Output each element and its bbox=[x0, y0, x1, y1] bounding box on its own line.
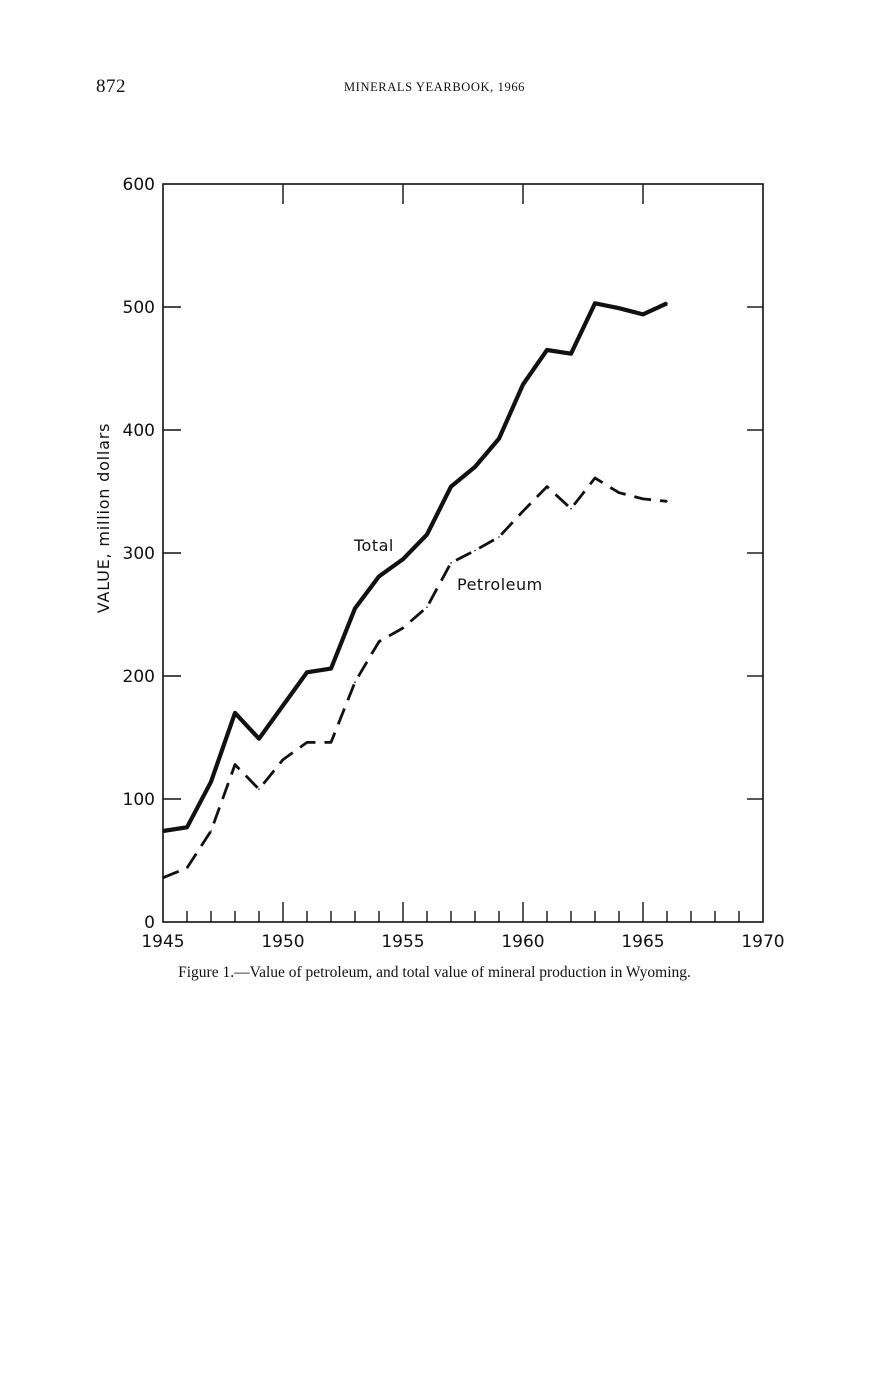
data-point-petroleum bbox=[498, 536, 500, 538]
data-point-petroleum bbox=[450, 562, 452, 564]
series-line-total bbox=[162, 301, 668, 834]
data-point-total bbox=[666, 302, 668, 305]
series-label-petroleum: Petroleum bbox=[457, 575, 543, 594]
data-point-petroleum bbox=[642, 498, 644, 500]
data-point-petroleum bbox=[594, 477, 596, 479]
data-point-total bbox=[282, 704, 284, 707]
data-point-total bbox=[474, 466, 476, 468]
data-point-petroleum bbox=[162, 876, 164, 879]
data-point-total bbox=[210, 780, 212, 783]
data-point-total bbox=[186, 826, 188, 829]
figure-caption: Figure 1.—Value of petroleum, and total … bbox=[178, 964, 691, 981]
data-point-petroleum bbox=[330, 741, 332, 744]
data-point-petroleum bbox=[378, 640, 380, 643]
running-head: MINERALS YEARBOOK, 1966 bbox=[343, 80, 526, 94]
data-point-petroleum bbox=[426, 606, 428, 608]
y-tick-label: 400 bbox=[123, 421, 155, 441]
data-point-petroleum bbox=[354, 681, 356, 683]
page-number: 872 bbox=[96, 76, 126, 97]
data-point-total bbox=[498, 437, 500, 440]
data-point-total bbox=[306, 671, 308, 674]
data-point-petroleum bbox=[402, 627, 404, 629]
data-point-total bbox=[450, 485, 452, 488]
y-tick-label: 200 bbox=[123, 667, 155, 687]
x-tick-label: 1945 bbox=[141, 932, 184, 952]
y-axis-label: VALUE, million dollars bbox=[94, 423, 113, 614]
y-tick-label: 500 bbox=[123, 298, 155, 318]
data-point-total bbox=[546, 349, 548, 351]
data-point-total bbox=[570, 352, 572, 355]
data-point-total bbox=[234, 712, 236, 714]
data-point-total bbox=[402, 558, 404, 560]
data-point-total bbox=[330, 667, 332, 670]
data-point-petroleum bbox=[210, 830, 212, 832]
y-tick-label: 600 bbox=[123, 175, 155, 195]
x-axis: 1945 1950 1955 1960 1965 1970 bbox=[141, 184, 785, 952]
data-point-petroleum bbox=[522, 510, 524, 512]
data-point-total bbox=[618, 307, 620, 310]
x-tick-label: 1950 bbox=[261, 932, 304, 952]
data-point-total bbox=[426, 533, 428, 536]
data-point-petroleum bbox=[618, 491, 620, 494]
x-tick-label: 1965 bbox=[621, 932, 664, 952]
data-point-total bbox=[354, 607, 356, 610]
data-point-petroleum bbox=[282, 758, 284, 761]
x-tick-label: 1960 bbox=[501, 932, 544, 952]
data-point-petroleum bbox=[258, 788, 260, 790]
data-point-petroleum bbox=[666, 500, 668, 503]
y-axis: 0 100 200 300 400 500 600 bbox=[123, 175, 763, 933]
data-point-total bbox=[642, 313, 644, 316]
data-point-total bbox=[378, 575, 380, 578]
y-tick-label: 100 bbox=[123, 790, 155, 810]
series-line-petroleum bbox=[162, 476, 668, 879]
data-point-total bbox=[522, 383, 524, 386]
x-tick-label: 1955 bbox=[381, 932, 424, 952]
plot-frame bbox=[162, 183, 764, 923]
data-point-petroleum bbox=[186, 867, 188, 869]
data-point-petroleum bbox=[306, 741, 308, 744]
data-point-petroleum bbox=[234, 763, 236, 766]
data-point-total bbox=[258, 737, 260, 740]
data-point-petroleum bbox=[546, 485, 548, 488]
x-tick-label: 1970 bbox=[741, 932, 784, 952]
data-point-petroleum bbox=[474, 549, 476, 552]
series-label-total: Total bbox=[353, 536, 394, 555]
y-tick-label: 300 bbox=[123, 544, 155, 564]
series-layer bbox=[162, 301, 668, 879]
data-point-total bbox=[162, 830, 164, 832]
y-tick-label: 0 bbox=[144, 913, 155, 933]
data-point-total bbox=[594, 302, 596, 305]
data-point-petroleum bbox=[570, 507, 572, 510]
